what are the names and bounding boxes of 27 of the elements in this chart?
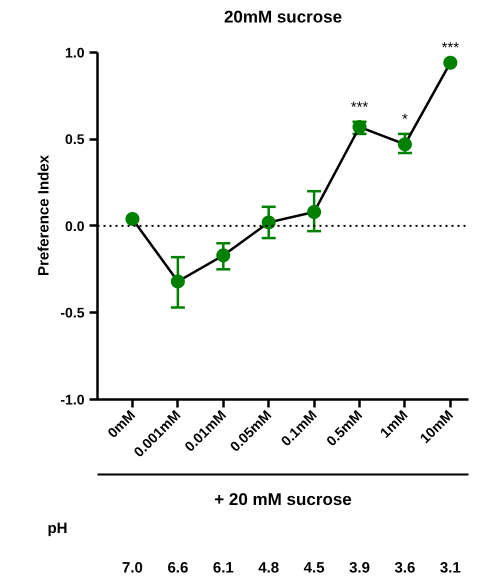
annotation: *	[402, 110, 408, 128]
point	[170, 274, 185, 288]
text: 3.1	[440, 559, 461, 576]
y-axis-title: Preference Index	[35, 154, 52, 276]
text: pH	[48, 520, 68, 537]
y-tick-label: 0.5	[65, 131, 85, 148]
y-tick-label: 1.0	[65, 44, 85, 60]
text: 4.8	[258, 559, 280, 576]
y-tick-label: 0.0	[65, 218, 85, 234]
annotation: ***	[350, 98, 368, 116]
point	[216, 248, 230, 262]
point	[262, 215, 276, 230]
x-axis-title: + 20 mM sucrose	[214, 490, 352, 510]
text: 3.9	[349, 559, 370, 576]
y-tick-label: -0.5	[60, 304, 85, 321]
annotation: ***	[442, 40, 460, 57]
point	[398, 137, 412, 152]
y-tick-label: -1.0	[60, 392, 85, 408]
chart-title: 20mM sucrose	[224, 8, 342, 26]
point	[443, 56, 458, 70]
point	[307, 205, 322, 220]
point	[125, 212, 140, 226]
text: 7.0	[122, 559, 143, 576]
text: 6.6	[167, 559, 188, 576]
text: 3.6	[394, 559, 416, 576]
text: 6.1	[212, 559, 234, 576]
text: 4.5	[304, 559, 325, 576]
